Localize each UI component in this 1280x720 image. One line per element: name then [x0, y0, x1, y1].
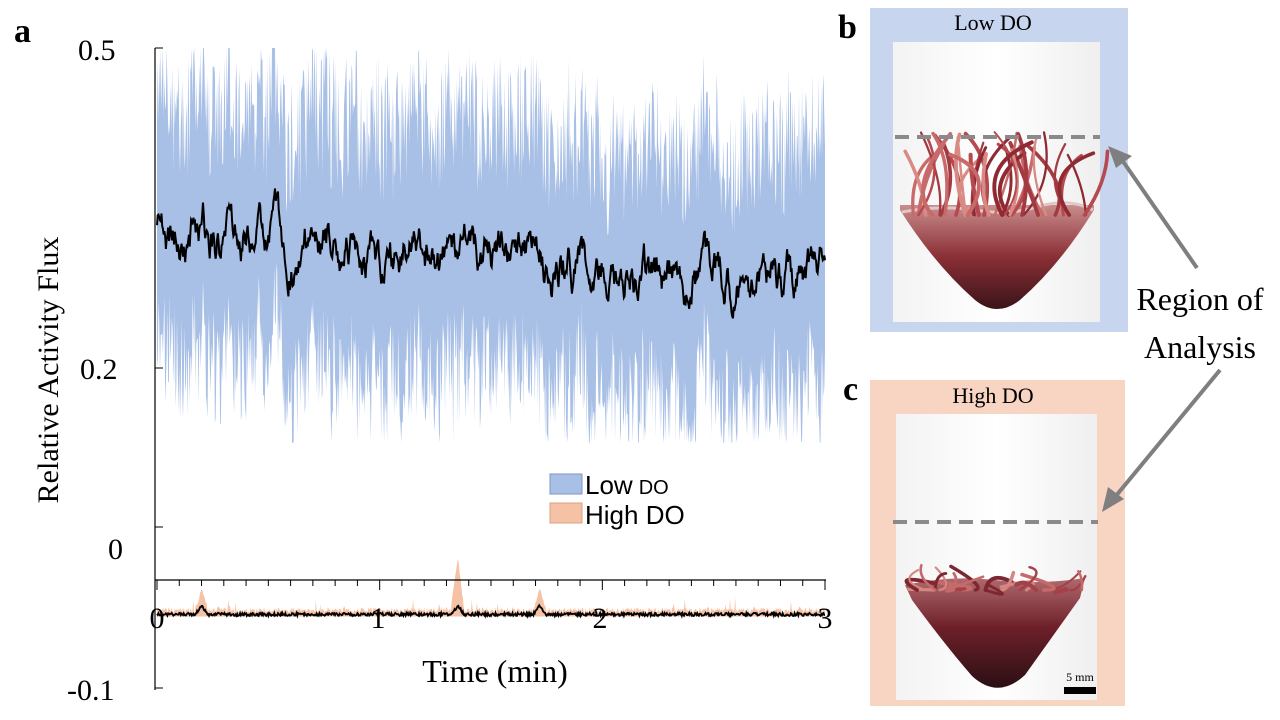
panel-label-a: a [14, 13, 31, 50]
panel-label-b: b [838, 9, 857, 46]
region-annotation: Region of Analysis [1102, 146, 1264, 512]
x-tick-label-2: 2 [593, 602, 608, 635]
y-tick-label-0-2: 0.2 [80, 353, 118, 386]
worm-mass-high [905, 578, 1085, 688]
photo-title-high: High DO [952, 383, 1033, 408]
legend-swatch-high-do [549, 502, 583, 524]
annotation-line-1: Region of [1136, 281, 1263, 317]
x-tick-label-3: 3 [818, 602, 833, 635]
x-tick-label-0: 0 [150, 602, 165, 635]
worm [997, 151, 1027, 217]
y-tick-label-0: 0 [108, 533, 123, 566]
worm [949, 564, 980, 592]
worm [919, 564, 937, 592]
legend-label-low-do: Low DO [585, 470, 669, 500]
worm [958, 154, 986, 217]
panel-label-c: c [843, 371, 858, 408]
worm [1057, 151, 1096, 217]
worm [1077, 570, 1084, 592]
y-tick-label-neg-0-1: -0.1 [67, 674, 115, 707]
x-axis-title: Time (min) [422, 653, 568, 689]
worm [1032, 135, 1048, 217]
worm [945, 575, 985, 593]
worm [981, 152, 992, 217]
worm [992, 140, 1034, 217]
annotation-line-2: Analysis [1144, 329, 1256, 365]
worm [983, 583, 1004, 596]
worm [933, 571, 948, 592]
photo-low-do: Low DO [870, 8, 1128, 332]
x-tick-label-1: 1 [371, 602, 386, 635]
worm [919, 131, 942, 217]
worms-low [903, 131, 1110, 217]
legend-low-do-word: DO [639, 477, 669, 499]
legend: Low DO High DO [549, 470, 685, 530]
worm [968, 152, 981, 217]
series-band-low-do [157, 48, 825, 443]
worm [948, 152, 981, 217]
y-axis-title: Relative Activity Flux [32, 237, 65, 504]
worm [1052, 587, 1069, 595]
worm [938, 142, 953, 217]
worm [934, 566, 948, 592]
worm [1082, 149, 1110, 217]
worm [917, 135, 936, 217]
series-band-high-do [157, 560, 825, 617]
arrow-to-low-line [1120, 158, 1199, 270]
arrow-to-low-head [1108, 146, 1132, 168]
worm [1020, 572, 1056, 592]
worm [921, 132, 953, 217]
scale-bar-label: 5 mm [1066, 670, 1094, 684]
worm [983, 575, 1014, 592]
scale-bar [1064, 687, 1096, 694]
activity-flux-chart: 0 1 2 3 0.5 0.2 0 -0.1 Time (min) Relati… [32, 34, 833, 707]
worm [993, 131, 1018, 216]
worm [1018, 566, 1038, 592]
worm [1014, 580, 1038, 592]
photo-high-do: High DO 5 mm [870, 380, 1125, 706]
y-tick-label-0-5: 0.5 [78, 34, 116, 67]
worm [903, 149, 928, 217]
legend-label-high-do: High DO [585, 500, 685, 530]
x-axis-ticks [156, 580, 826, 590]
worm [1069, 575, 1087, 592]
worms-high [904, 564, 1087, 596]
worm [1016, 132, 1029, 217]
worm [1022, 131, 1048, 217]
legend-low-word: Low [585, 470, 633, 500]
worm [904, 577, 938, 592]
series-mean-low-do [156, 188, 826, 319]
worm-mass-low [900, 205, 1094, 309]
legend-swatch-low-do [549, 473, 583, 495]
photo-title-low: Low DO [954, 10, 1032, 35]
worm [931, 131, 949, 217]
worm [908, 569, 927, 592]
worm [1066, 153, 1088, 217]
arrow-to-high-line [1113, 368, 1222, 499]
series-mean-high-do [156, 603, 826, 620]
arrow-to-high-head [1102, 487, 1124, 512]
y-axis-ticks [155, 47, 163, 689]
